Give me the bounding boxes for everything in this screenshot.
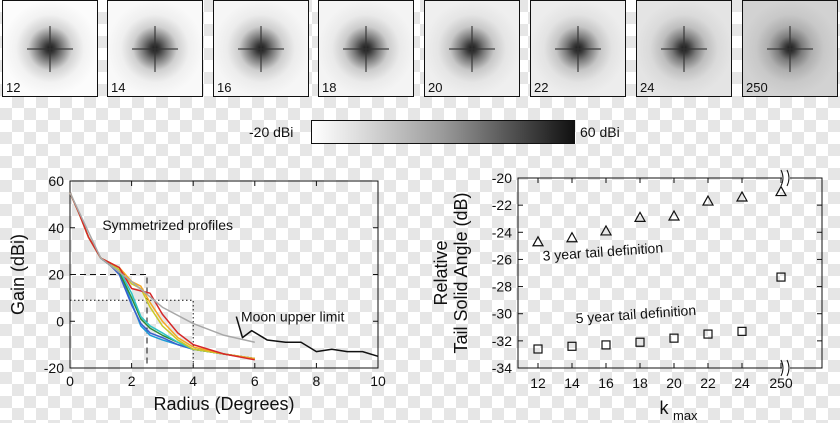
annotation-symmetrized-profiles: Symmetrized profiles bbox=[102, 217, 233, 233]
axis-break-mark-top bbox=[786, 169, 790, 187]
triangle-point bbox=[531, 235, 545, 247]
profile-line bbox=[69, 192, 255, 344]
beam-cross-pattern bbox=[27, 26, 73, 72]
thumbnail-label: 16 bbox=[217, 80, 232, 95]
thumbnail-label: 18 bbox=[322, 80, 337, 95]
y-tick-label: -26 bbox=[492, 251, 512, 267]
x-tick-label: 2 bbox=[128, 373, 136, 389]
thumbnail-label: 250 bbox=[746, 80, 768, 95]
axis-break-mark-bottom bbox=[780, 359, 784, 377]
y-tick-label: -20 bbox=[492, 170, 512, 186]
annotation-moon-upper-limit: Moon upper limit bbox=[241, 308, 345, 324]
y-tick-label: -28 bbox=[492, 279, 512, 295]
axis-break-mark-top bbox=[780, 169, 784, 187]
reference-box-dashed bbox=[70, 274, 148, 368]
triangle-point bbox=[667, 209, 681, 221]
y-axis-label: Gain (dBi) bbox=[8, 234, 28, 315]
beam-cross-pattern bbox=[661, 26, 707, 72]
beam-map-thumbnail: 14 bbox=[107, 0, 203, 97]
triangle-point bbox=[599, 224, 613, 236]
x-tick-label: 20 bbox=[666, 375, 682, 391]
triangle-point bbox=[565, 231, 579, 243]
square-point bbox=[601, 340, 611, 350]
square-point bbox=[567, 341, 577, 351]
beam-cross-pattern bbox=[767, 26, 813, 72]
series-label-3-year: 3 year tail definition bbox=[542, 239, 663, 263]
square-point bbox=[533, 344, 543, 354]
y-tick-label: 40 bbox=[48, 220, 64, 236]
beam-cross-pattern bbox=[132, 26, 178, 72]
beam-map-thumbnail: 18 bbox=[318, 0, 414, 97]
profile-line bbox=[69, 192, 255, 361]
y-axis-label-line2: Tail Solid Angle (dB) bbox=[451, 192, 471, 353]
y-tick-label: -32 bbox=[492, 333, 512, 349]
x-tick-label: 4 bbox=[189, 373, 197, 389]
x-tick-label: 250 bbox=[769, 375, 793, 391]
thumbnail-label: 14 bbox=[111, 80, 126, 95]
colorbar-min-label: -20 dBi bbox=[249, 124, 294, 140]
x-axis-label-subscript: max bbox=[673, 408, 698, 423]
beam-map-thumbnail: 16 bbox=[213, 0, 309, 97]
x-tick-label: 6 bbox=[251, 373, 259, 389]
beam-map-thumbnail: 22 bbox=[530, 0, 626, 97]
thumbnail-label: 22 bbox=[534, 80, 549, 95]
square-point bbox=[737, 326, 747, 336]
x-tick-label: 18 bbox=[632, 375, 648, 391]
series-label-5-year: 5 year tail definition bbox=[575, 302, 696, 326]
triangle-point bbox=[774, 185, 788, 197]
square-point bbox=[669, 333, 679, 343]
y-axis-label-line1: Relative bbox=[431, 240, 451, 305]
x-tick-label: 10 bbox=[370, 373, 386, 389]
plot-frame bbox=[69, 180, 379, 369]
beam-cross-pattern bbox=[555, 26, 601, 72]
thumbnail-label: 20 bbox=[428, 80, 443, 95]
y-tick-label: 20 bbox=[48, 267, 64, 283]
triangle-point bbox=[735, 190, 749, 202]
beam-map-thumbnail: 12 bbox=[2, 0, 98, 97]
thumbnail-label: 12 bbox=[6, 80, 21, 95]
beam-cross-pattern bbox=[238, 26, 284, 72]
x-tick-label: 16 bbox=[598, 375, 614, 391]
x-tick-label: 24 bbox=[734, 375, 750, 391]
beam-map-thumbnail: 20 bbox=[424, 0, 520, 97]
y-tick-label: -24 bbox=[492, 224, 512, 240]
square-point bbox=[635, 337, 645, 347]
colorbar-max-label: 60 dBi bbox=[580, 124, 620, 140]
y-tick-label: -22 bbox=[492, 197, 512, 213]
beam-map-thumbnail: 24 bbox=[636, 0, 732, 97]
y-tick-label: 0 bbox=[56, 313, 64, 329]
y-tick-label: -30 bbox=[492, 306, 512, 322]
triangle-point bbox=[633, 211, 647, 222]
axis-break-gap-top bbox=[782, 172, 790, 184]
y-tick-label: -20 bbox=[44, 360, 64, 376]
tail-solid-angle-chart: 12 14 16 18 20 22 24 250 -20 -22 -24 -26 -28 -30 -32 -3… bbox=[431, 169, 823, 423]
triangle-point bbox=[701, 194, 715, 206]
square-point bbox=[703, 329, 713, 339]
y-tick-label: -34 bbox=[492, 360, 512, 376]
beam-cross-pattern bbox=[449, 26, 495, 72]
x-tick-label: 0 bbox=[66, 373, 74, 389]
x-tick-label: 12 bbox=[530, 375, 546, 391]
colorbar bbox=[311, 120, 575, 144]
x-axis-label: Radius (Degrees) bbox=[153, 394, 294, 414]
axis-break-gap-bottom bbox=[782, 362, 790, 374]
x-tick-label: 14 bbox=[564, 375, 580, 391]
profile-line bbox=[235, 316, 379, 358]
x-axis-label: k bbox=[660, 398, 670, 418]
beam-cross-pattern bbox=[343, 26, 389, 72]
y-tick-label: 60 bbox=[48, 173, 64, 189]
thumbnail-label: 24 bbox=[640, 80, 655, 95]
square-point bbox=[776, 272, 786, 282]
x-tick-label: 22 bbox=[700, 375, 716, 391]
axis-break-mark-bottom bbox=[786, 359, 790, 377]
x-tick-label: 8 bbox=[313, 373, 321, 389]
beam-map-thumbnail: 250 bbox=[742, 0, 838, 97]
plot-frame bbox=[517, 177, 823, 369]
